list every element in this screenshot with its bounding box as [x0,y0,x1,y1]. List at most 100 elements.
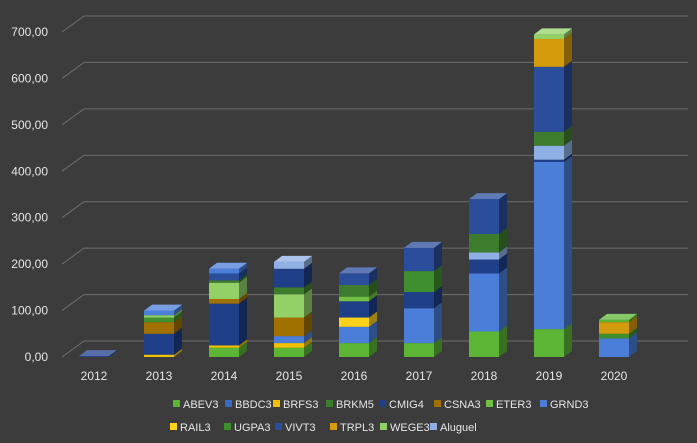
bar-side [564,156,572,330]
bar-front [404,292,434,309]
legend-label: BRKM5 [336,399,374,411]
bar-segment-UGPA3 [144,311,182,323]
bar-front [274,317,304,337]
legend-swatch [224,423,231,430]
bar-segment-TRPL3 [534,32,572,67]
legend-swatch [170,423,177,430]
legend-label: BRFS3 [283,399,318,411]
y-tick-label: 300,00 [11,211,48,225]
bar-front [534,66,564,132]
bar-segment-BRKM5 [274,281,312,295]
bar-side [499,246,507,260]
bar-segment-CMIG4 [274,262,312,288]
bar-side [564,125,572,146]
bar-side [239,274,247,283]
bar-front [599,333,629,339]
bar-side [109,350,117,357]
x-axis-ticks: 2012 2013 2014 2015 2016 2017 2018 2019 2020 [81,369,628,383]
bar-front [339,301,369,318]
legend-swatch [379,400,386,407]
legend-label: BBDC3 [235,399,272,411]
legend-swatch [434,400,441,407]
bar-front [469,259,499,274]
x-tick-label: 2012 [81,369,108,383]
bar-front [144,317,174,323]
legend-item-BRFS3: BRFS3 [273,399,318,411]
legend-swatch [275,423,282,430]
bar-side [174,348,182,357]
legend-swatch [486,400,493,407]
bar-side [564,139,572,160]
bar-segment-CMIG4 [79,350,117,357]
bar-segment-VIVT3 [404,241,442,272]
bar-front [534,34,564,39]
bar-stack-2015 [274,255,312,357]
bar-stack-2016 [339,267,377,357]
x-tick-label: 2017 [406,369,433,383]
legend-item-VIVT3: VIVT3 [275,422,316,434]
bar-side [239,262,247,274]
x-tick-label: 2013 [146,369,173,383]
bar-side [629,313,637,323]
bar-segment-UGPA3 [404,265,442,292]
bar-front [339,296,369,302]
bars [79,28,637,357]
legend-item-UGPA3: UGPA3 [224,422,270,434]
bar-side [499,253,507,274]
bar-side [434,241,442,272]
bar-front [209,347,239,357]
x-tick-label: 2019 [536,369,563,383]
bar-front [339,285,369,297]
bar-front [599,322,629,334]
bar-side [564,153,572,162]
bar-front [599,319,629,323]
legend-label: WEGE3 [390,422,430,434]
bar-segment-CSNA3 [274,311,312,337]
bar-segment-ABEV3 [469,325,507,357]
bar-side [629,327,637,339]
bar-stack-2018 [469,193,507,357]
bar-front [469,199,499,234]
bar-front [274,336,304,344]
bar-side [434,286,442,309]
bar-top [79,350,117,357]
bar-segment-BRKM5 [339,279,377,297]
bar-front [404,308,434,344]
legend-swatch [273,400,280,407]
bar-front [144,315,174,318]
bar-front [339,273,369,286]
bar-front [469,273,499,332]
bar-segment-VIVT3 [469,193,507,234]
bar-front [209,298,239,304]
bar-segment-GRND3 [274,330,312,344]
bar-front [79,356,109,357]
bar-segment-WEGE3 [144,309,182,318]
bar-segment-CMIG4 [209,297,247,346]
bar-front [404,343,434,357]
bar-side [434,337,442,357]
bar-segment-Aluguel [274,255,312,269]
bar-front [599,338,629,357]
gridline-depth [61,294,85,311]
x-tick-label: 2015 [276,369,303,383]
bar-side [304,337,312,348]
bar-segment-VIVT3 [534,60,572,132]
legend-item-GRND3: GRND3 [540,399,589,411]
legend-item-Aluguel: Aluguel [430,422,477,434]
bar-front [534,159,564,162]
bar-front [274,268,304,288]
bar-side [174,309,182,318]
legend-item-ETER3: ETER3 [486,399,531,411]
bar-stack-2012 [79,350,117,357]
bar-front [404,271,434,292]
bar-segment-CMIG4 [534,153,572,162]
legend-swatch [430,423,437,430]
bar-side [239,292,247,304]
bar-side [304,341,312,357]
x-tick-label: 2018 [471,369,498,383]
bar-front [274,347,304,357]
bar-side [239,267,247,281]
bar-front [534,145,564,160]
legend-label: Aluguel [440,422,477,434]
